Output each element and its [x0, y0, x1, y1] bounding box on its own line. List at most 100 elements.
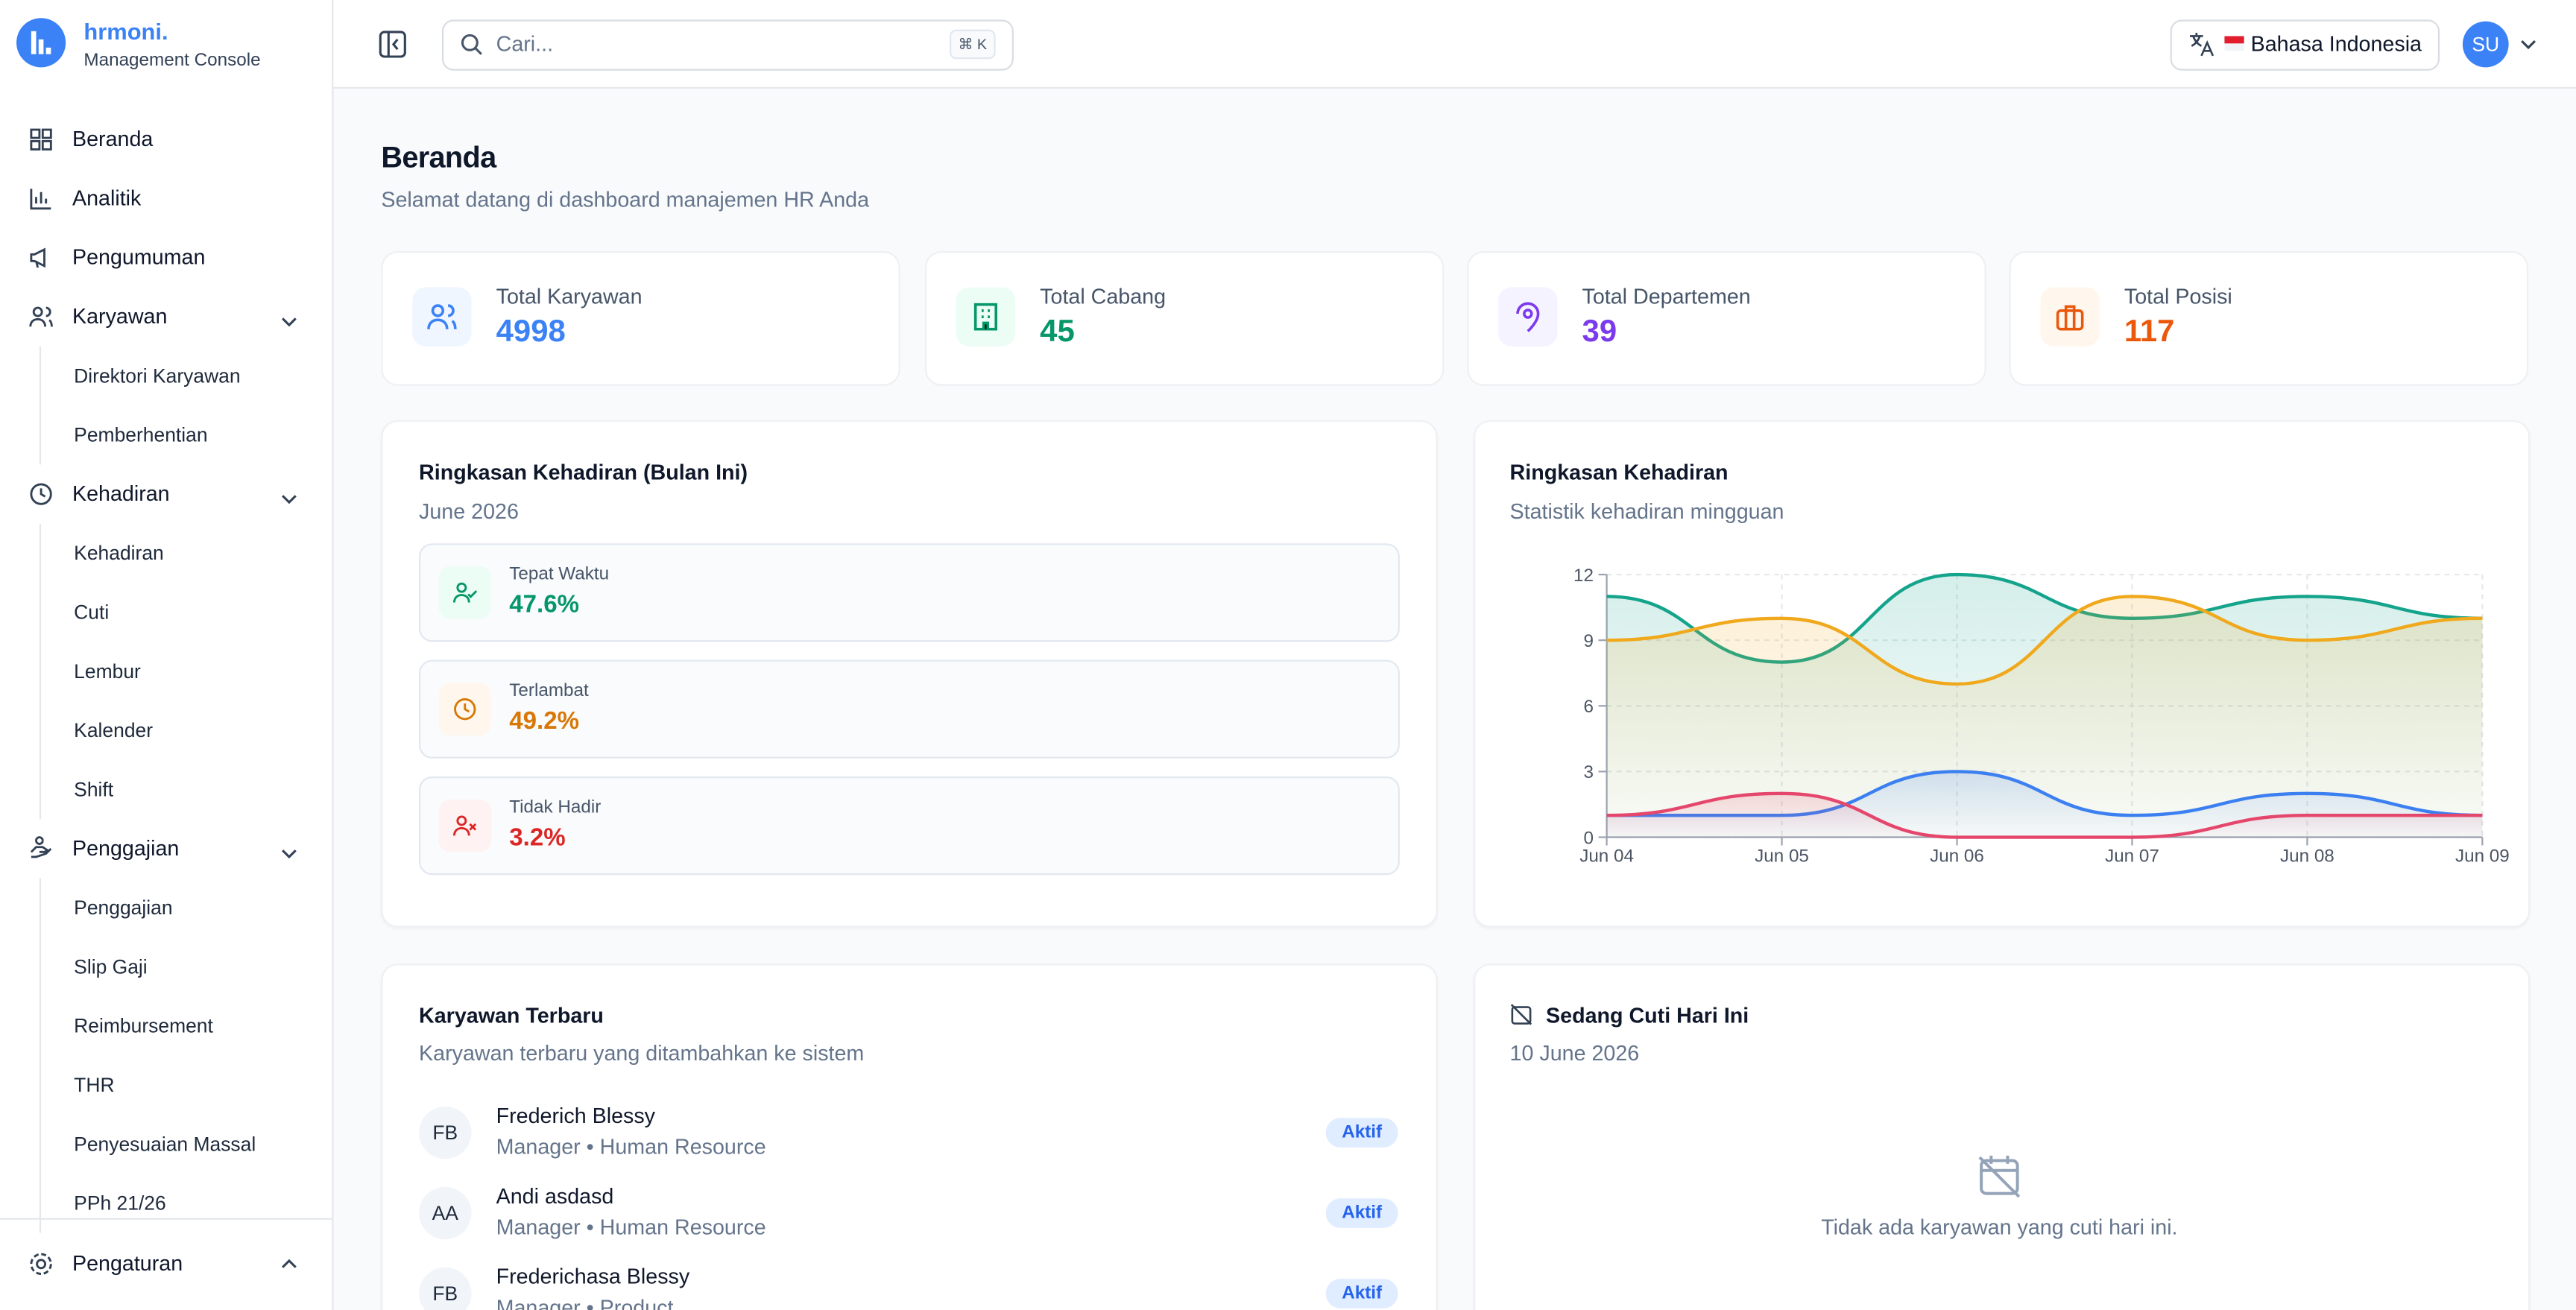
stat-label: Total Posisi [2124, 284, 2232, 309]
status-badge: Aktif [1325, 1198, 1398, 1228]
chevron-down [2521, 39, 2536, 50]
stat-value: 45 [1040, 314, 1075, 350]
nav-icon [28, 186, 54, 220]
translate-icon [2190, 33, 2214, 57]
summary-icon-svg [452, 815, 477, 836]
page-subtitle: Selamat datang di dashboard manajemen HR… [381, 187, 870, 212]
nav-item[interactable]: Penggajian [72, 835, 180, 861]
nav-subitem[interactable]: Penyesuaian Massal [74, 1133, 256, 1156]
avatar[interactable]: SU [2462, 21, 2509, 68]
series-line [1606, 595, 2483, 686]
stat-icon-svg [2056, 305, 2084, 331]
card-title: Ringkasan Kehadiran (Bulan Ini) [419, 459, 748, 484]
nav-item[interactable]: Karyawan [72, 303, 168, 329]
card-title: Karyawan Terbaru [419, 1003, 604, 1028]
x-tick-label: Jun 05 [1755, 847, 1809, 867]
nav-subitem[interactable]: PPh 21/26 [74, 1192, 166, 1215]
summary-label: Terlambat [509, 681, 589, 701]
card-subtitle: Karyawan terbaru yang ditambahkan ke sis… [419, 1040, 865, 1066]
stat-icon [412, 287, 472, 347]
stat-label: Total Departemen [1582, 284, 1751, 309]
chart-title: Ringkasan Kehadiran [1509, 459, 1729, 484]
series-area [1606, 793, 2483, 838]
employee-avatar: FB [419, 1106, 472, 1159]
nav-subitem[interactable]: Slip Gaji [74, 955, 148, 978]
stat-card [381, 251, 900, 386]
nav-subitem[interactable]: Pemberhentian [74, 423, 208, 447]
search-placeholder: Cari... [496, 31, 554, 56]
summary-value: 47.6% [509, 591, 580, 619]
nav-subitem[interactable]: Kalender [74, 718, 154, 742]
stat-icon-svg [427, 304, 457, 329]
chevron-down [280, 486, 299, 516]
stat-value: 117 [2124, 314, 2175, 350]
nav-icon-svg [29, 306, 53, 327]
summary-icon-svg [452, 582, 478, 603]
brand-subtitle: Management Console [83, 51, 261, 71]
search-box[interactable] [441, 19, 1014, 71]
nav-subitem[interactable]: Shift [74, 778, 114, 802]
employee-name: Andi asdasd [496, 1183, 614, 1209]
summary-value: 3.2% [509, 823, 566, 852]
card-subtitle: June 2026 [419, 499, 519, 524]
search-icon [461, 34, 482, 55]
nav-subitem[interactable]: THR [74, 1073, 115, 1097]
nav-icon [28, 481, 54, 515]
nav-icon [28, 244, 54, 279]
status-badge: Aktif [1325, 1279, 1398, 1309]
stat-value: 39 [1582, 314, 1617, 350]
x-tick-label: Jun 08 [2280, 847, 2334, 867]
nav-icon-svg [30, 247, 45, 268]
stat-icon-svg [973, 303, 998, 331]
status-badge: Aktif [1325, 1118, 1398, 1148]
logo [16, 18, 66, 68]
empty-message: Tidak ada karyawan yang cuti hari ini. [1821, 1215, 2178, 1240]
stat-icon [1498, 287, 1558, 347]
shortcut-badge: ⌘ K [949, 29, 996, 60]
nav-subitem[interactable]: Direktori Karyawan [74, 364, 241, 387]
sidebar [0, 0, 334, 1310]
nav-item[interactable]: Pengaturan [72, 1250, 183, 1276]
sidebar-toggle[interactable] [378, 30, 408, 60]
employee-role: Manager • Product [496, 1295, 674, 1310]
nav-subitem[interactable]: Kehadiran [74, 541, 164, 565]
nav-subitem[interactable]: Lembur [74, 659, 141, 683]
calendar-off-icon [1510, 1004, 1532, 1025]
summary-item [419, 659, 1400, 759]
nav-item[interactable]: Pengumuman [72, 244, 206, 270]
series-line [1606, 791, 2483, 839]
employee-name: Frederich Blessy [496, 1103, 656, 1128]
x-tick-label: Jun 04 [1579, 847, 1634, 867]
flag-icon [2224, 36, 2244, 51]
nav-tree-line [39, 878, 42, 1233]
nav-icon [28, 127, 54, 161]
summary-icon-svg [454, 698, 476, 721]
chevron-down [280, 308, 299, 338]
nav-item[interactable]: Analitik [72, 185, 142, 210]
summary-label: Tepat Waktu [509, 564, 610, 585]
nav-icon-svg [30, 128, 52, 151]
language-label: Bahasa Indonesia [2250, 31, 2422, 56]
summary-value: 49.2% [509, 707, 580, 735]
nav-icon-svg [30, 189, 51, 210]
nav-icon-svg [30, 836, 52, 858]
sidebar-divider [0, 1218, 332, 1220]
y-tick-label: 3 [1583, 762, 1593, 782]
summary-icon [438, 799, 492, 852]
nav-subitem[interactable]: Reimbursement [74, 1014, 213, 1038]
brand-name: hrmoni. [83, 18, 168, 45]
nav-item[interactable]: Kehadiran [72, 481, 170, 506]
summary-label: Tidak Hadir [509, 797, 602, 818]
stat-icon [2040, 287, 2100, 347]
nav-item[interactable]: Beranda [72, 126, 154, 151]
nav-subitem[interactable]: Cuti [74, 601, 110, 624]
employee-role: Manager • Human Resource [496, 1134, 766, 1159]
x-tick-label: Jun 06 [1930, 847, 1984, 867]
line-chart: 0 3 6 9 12 Jun 04 Jun 05 Jun 06 Jun 07 Jun 08 Jun … [1573, 566, 2510, 867]
employee-avatar: FB [419, 1267, 472, 1310]
language-button[interactable] [2170, 19, 2440, 71]
nav-subitem[interactable]: Penggajian [74, 896, 173, 920]
recent-employees-card [381, 963, 1438, 1310]
logo-mark [31, 31, 51, 54]
